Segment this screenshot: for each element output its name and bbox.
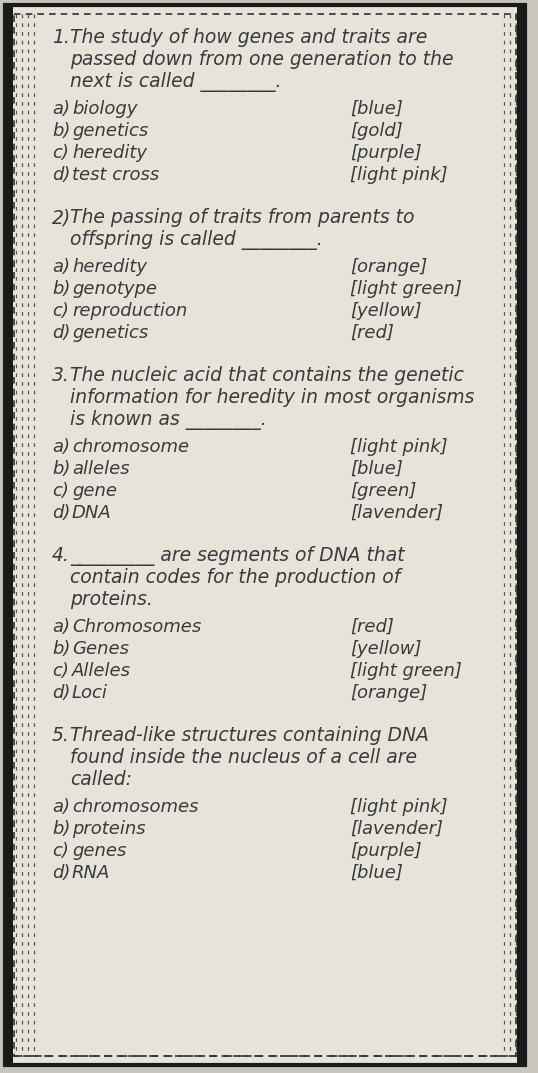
Text: heredity: heredity — [72, 144, 147, 162]
Text: c): c) — [52, 662, 69, 680]
Text: c): c) — [52, 302, 69, 320]
Text: d): d) — [52, 504, 70, 521]
Text: The nucleic acid that contains the genetic: The nucleic acid that contains the genet… — [70, 366, 464, 385]
Text: a): a) — [52, 438, 70, 456]
Text: next is called ________.: next is called ________. — [70, 72, 281, 92]
Text: [lavender]: [lavender] — [350, 504, 443, 521]
Text: The study of how genes and traits are: The study of how genes and traits are — [70, 28, 427, 47]
Text: genes: genes — [72, 842, 126, 859]
Text: [blue]: [blue] — [350, 100, 403, 118]
Text: c): c) — [52, 842, 69, 859]
Text: DNA: DNA — [72, 504, 112, 521]
Text: RNA: RNA — [72, 864, 110, 882]
Text: [light green]: [light green] — [350, 662, 462, 680]
Text: 2): 2) — [52, 208, 71, 227]
Text: [light pink]: [light pink] — [350, 166, 448, 183]
Text: Genes: Genes — [72, 640, 129, 658]
Text: found inside the nucleus of a cell are: found inside the nucleus of a cell are — [70, 748, 417, 767]
Text: reproduction: reproduction — [72, 302, 187, 320]
Text: d): d) — [52, 684, 70, 702]
Text: test cross: test cross — [72, 166, 159, 183]
Text: [purple]: [purple] — [350, 842, 422, 859]
Text: [blue]: [blue] — [350, 460, 403, 477]
Text: d): d) — [52, 166, 70, 183]
Text: [lavender]: [lavender] — [350, 820, 443, 838]
Text: _________ are segments of DNA that: _________ are segments of DNA that — [70, 546, 405, 565]
Text: [orange]: [orange] — [350, 258, 427, 276]
Text: chromosome: chromosome — [72, 438, 189, 456]
Text: a): a) — [52, 100, 70, 118]
Text: d): d) — [52, 864, 70, 882]
Text: Alleles: Alleles — [72, 662, 131, 680]
Text: [yellow]: [yellow] — [350, 640, 421, 658]
Text: b): b) — [52, 820, 70, 838]
Text: contain codes for the production of: contain codes for the production of — [70, 568, 400, 587]
Text: offspring is called ________.: offspring is called ________. — [70, 230, 323, 250]
Text: 1.: 1. — [52, 28, 70, 47]
Text: alleles: alleles — [72, 460, 130, 477]
Text: c): c) — [52, 482, 69, 500]
Text: b): b) — [52, 460, 70, 477]
Text: genetics: genetics — [72, 324, 148, 342]
Text: genotype: genotype — [72, 280, 157, 298]
Text: called:: called: — [70, 770, 132, 789]
Text: passed down from one generation to the: passed down from one generation to the — [70, 50, 454, 69]
Text: [red]: [red] — [350, 618, 394, 636]
Text: The passing of traits from parents to: The passing of traits from parents to — [70, 208, 414, 227]
Text: [green]: [green] — [350, 482, 416, 500]
Text: [purple]: [purple] — [350, 144, 422, 162]
Text: biology: biology — [72, 100, 137, 118]
Text: [light green]: [light green] — [350, 280, 462, 298]
Text: a): a) — [52, 618, 70, 636]
Text: b): b) — [52, 640, 70, 658]
Text: genetics: genetics — [72, 122, 148, 139]
Text: information for heredity in most organisms: information for heredity in most organis… — [70, 388, 475, 407]
Text: a): a) — [52, 798, 70, 815]
Text: is known as ________.: is known as ________. — [70, 410, 267, 430]
Text: [gold]: [gold] — [350, 122, 403, 139]
Bar — [5, 5, 13, 1065]
Text: c): c) — [52, 144, 69, 162]
Text: b): b) — [52, 280, 70, 298]
Text: chromosomes: chromosomes — [72, 798, 199, 815]
Text: Loci: Loci — [72, 684, 108, 702]
Text: [light pink]: [light pink] — [350, 438, 448, 456]
Text: [orange]: [orange] — [350, 684, 427, 702]
Text: Thread-like structures containing DNA: Thread-like structures containing DNA — [70, 726, 429, 745]
Text: proteins.: proteins. — [70, 590, 153, 609]
Text: gene: gene — [72, 482, 117, 500]
Text: 4.: 4. — [52, 546, 70, 565]
Text: d): d) — [52, 324, 70, 342]
Text: Chromosomes: Chromosomes — [72, 618, 201, 636]
Text: [red]: [red] — [350, 324, 394, 342]
Text: [blue]: [blue] — [350, 864, 403, 882]
Text: b): b) — [52, 122, 70, 139]
Text: heredity: heredity — [72, 258, 147, 276]
Text: proteins: proteins — [72, 820, 146, 838]
Bar — [517, 5, 525, 1065]
Text: 5.: 5. — [52, 726, 70, 745]
Text: 3.: 3. — [52, 366, 70, 385]
Text: [yellow]: [yellow] — [350, 302, 421, 320]
Text: a): a) — [52, 258, 70, 276]
Text: [light pink]: [light pink] — [350, 798, 448, 815]
